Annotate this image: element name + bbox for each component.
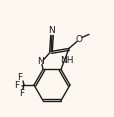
- Text: F: F: [17, 73, 22, 82]
- Text: N: N: [48, 26, 55, 35]
- Text: NH: NH: [60, 56, 73, 65]
- Text: F: F: [19, 90, 24, 99]
- Text: O: O: [75, 35, 82, 44]
- Text: N: N: [37, 57, 44, 66]
- Text: F: F: [14, 82, 19, 91]
